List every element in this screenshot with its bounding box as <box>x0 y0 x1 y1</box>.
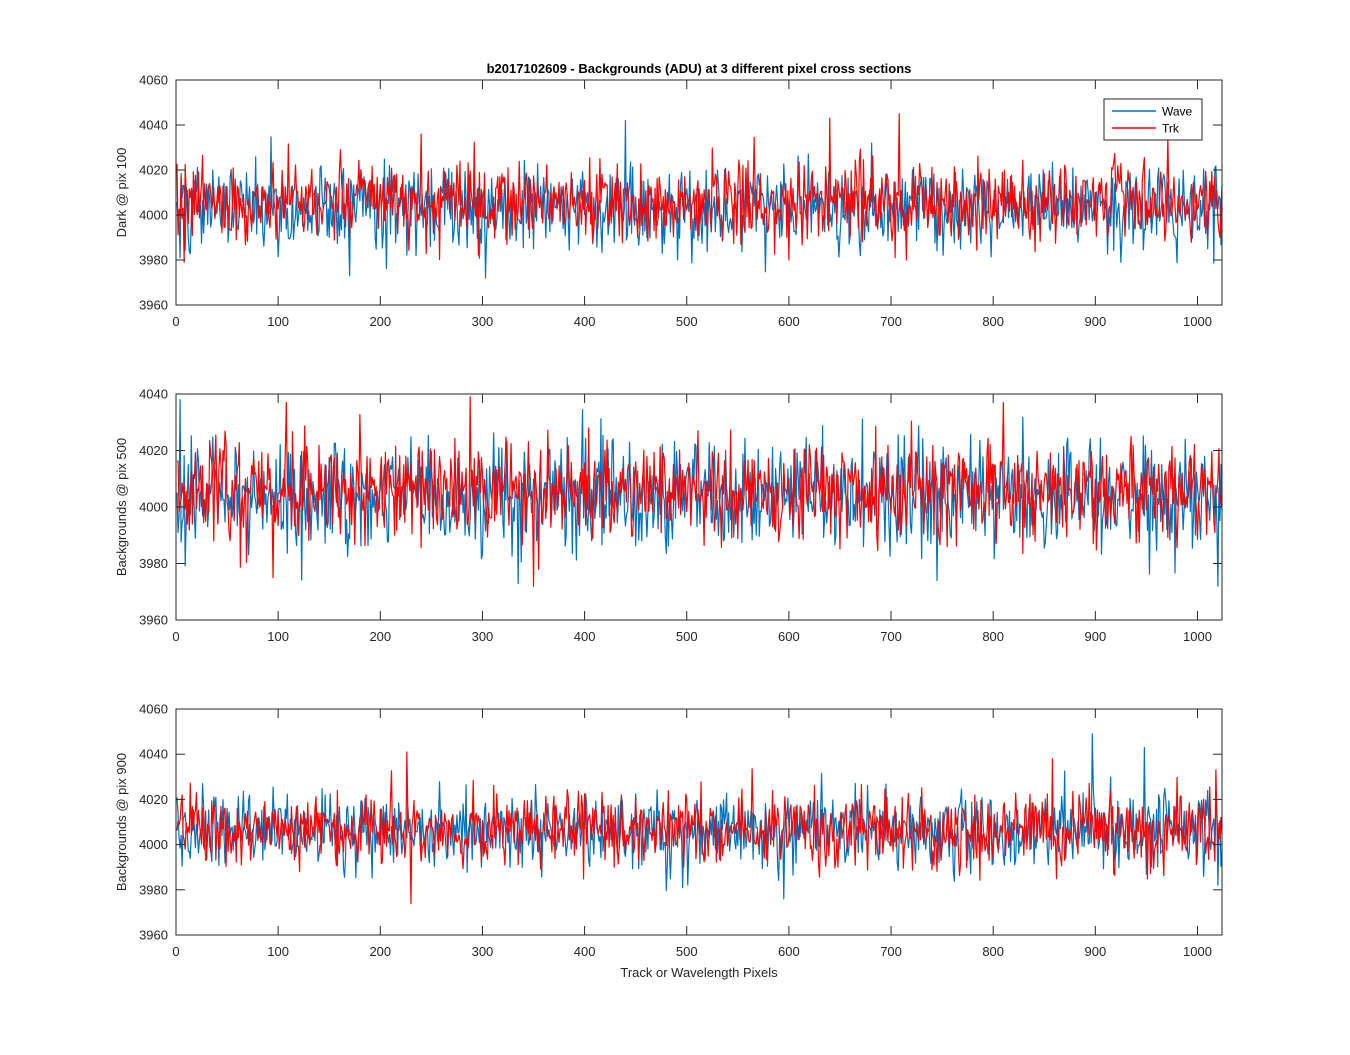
series-line-trk <box>176 396 1223 587</box>
x-tick-label: 400 <box>574 629 596 644</box>
x-tick-label: 700 <box>880 944 902 959</box>
axes-layer: 0 100 200 300 400 500 600 700 800 900 100039603980… <box>114 73 1223 959</box>
y-tick-label: 3960 <box>139 298 168 313</box>
y-tick-label: 4020 <box>139 792 168 807</box>
y-axis-label: Backgrounds @ pix 500 <box>114 438 129 576</box>
x-tick-label: 700 <box>880 629 902 644</box>
subplot-2: 0 100 200 300 400 500 600 700 800 900 1000 3960 3980… <box>114 387 1223 644</box>
axes-box <box>175 708 1223 936</box>
x-tick-label: 0 <box>172 944 179 959</box>
y-tick-label: 4020 <box>139 443 168 458</box>
y-tick-label: 4040 <box>139 387 168 402</box>
x-tick-label: 600 <box>778 629 800 644</box>
legend-box <box>1103 98 1203 141</box>
x-tick-label: 100 <box>267 314 289 329</box>
x-tick-label: 500 <box>676 314 698 329</box>
chart-title: b2017102609 - Backgrounds (ADU) at 3 dif… <box>487 61 912 76</box>
x-tick-label: 100 <box>267 629 289 644</box>
y-tick-label: 3980 <box>139 882 168 897</box>
x-tick-label: 1000 <box>1183 314 1212 329</box>
y-tick-label: 3960 <box>139 613 168 628</box>
axes-box <box>175 79 1223 306</box>
y-tick-label: 4000 <box>139 837 168 852</box>
series-group <box>176 396 1223 587</box>
x-tick-label: 800 <box>982 314 1004 329</box>
series-line-trk <box>176 113 1223 263</box>
x-tick-label: 0 <box>172 629 179 644</box>
series-line-trk <box>176 751 1223 904</box>
y-tick-label: 3980 <box>139 253 168 268</box>
x-tick-label: 100 <box>267 944 289 959</box>
x-axis-label: Track or Wavelength Pixels <box>620 965 778 980</box>
y-tick-label: 4060 <box>139 702 168 717</box>
legend-label-trk: Trk <box>1162 122 1180 136</box>
x-tick-label: 200 <box>369 944 391 959</box>
x-tick-label: 400 <box>574 314 596 329</box>
x-tick-label: 400 <box>574 944 596 959</box>
y-tick-label: 4020 <box>139 163 168 178</box>
legend-label-wave: Wave <box>1162 105 1193 119</box>
x-tick-label: 500 <box>676 629 698 644</box>
x-tick-label: 1000 <box>1183 629 1212 644</box>
series-group <box>176 733 1223 904</box>
y-axis-label: Backgrounds @ pix 900 <box>114 753 129 891</box>
x-tick-label: 300 <box>472 944 494 959</box>
y-tick-label: 4000 <box>139 500 168 515</box>
x-tick-label: 900 <box>1084 944 1106 959</box>
y-tick-label: 4040 <box>139 118 168 133</box>
y-tick-label: 4000 <box>139 208 168 223</box>
x-tick-label: 1000 <box>1183 944 1212 959</box>
subplot-3: 0 100 200 300 400 500 600 700 800 900 1000 3960 3980… <box>114 702 1223 959</box>
x-tick-label: 700 <box>880 314 902 329</box>
x-tick-label: 900 <box>1084 629 1106 644</box>
y-tick-label: 3980 <box>139 556 168 571</box>
legend: Wave Trk <box>1103 98 1203 141</box>
x-tick-label: 800 <box>982 629 1004 644</box>
x-tick-label: 0 <box>172 314 179 329</box>
x-tick-label: 300 <box>472 629 494 644</box>
x-tick-label: 600 <box>778 944 800 959</box>
x-tick-label: 200 <box>369 629 391 644</box>
x-tick-label: 800 <box>982 944 1004 959</box>
series-group <box>176 113 1223 279</box>
subplot-1: 0 100 200 300 400 500 600 700 800 900 1000 3960 3980… <box>114 73 1223 329</box>
x-tick-label: 200 <box>369 314 391 329</box>
x-tick-label: 300 <box>472 314 494 329</box>
y-axis-label: Dark @ pix 100 <box>114 148 129 238</box>
x-tick-label: 500 <box>676 944 698 959</box>
x-tick-label: 600 <box>778 314 800 329</box>
y-tick-label: 3960 <box>139 928 168 943</box>
y-tick-label: 4040 <box>139 747 168 762</box>
x-tick-label: 900 <box>1084 314 1106 329</box>
y-tick-label: 4060 <box>139 73 168 88</box>
